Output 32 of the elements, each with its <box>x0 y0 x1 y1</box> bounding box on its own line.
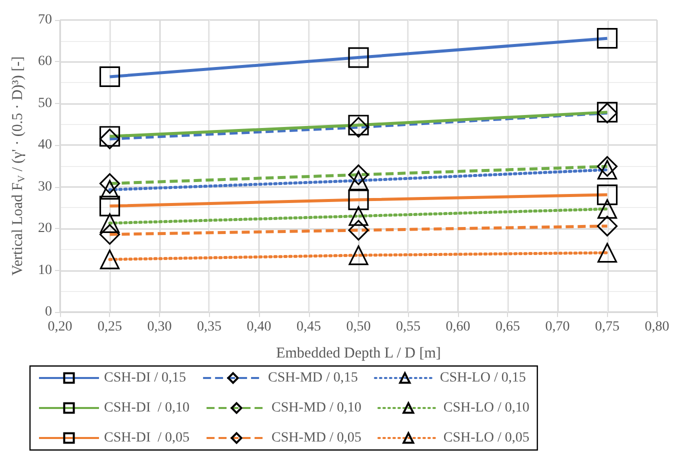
x-tick-label: 0,65 <box>496 320 520 334</box>
x-tick-label: 0,40 <box>246 320 272 334</box>
legend-label: CSH-MD / 0,05 <box>272 430 362 446</box>
x-tick-label: 0,60 <box>446 320 470 334</box>
y-tick-label: 50 <box>38 96 52 111</box>
y-tick-label: 20 <box>38 221 52 236</box>
y-tick-label: 60 <box>38 54 52 70</box>
legend-label: CSH-DI / 0,05 <box>104 430 190 446</box>
y-tick-label: 30 <box>38 179 52 194</box>
y-tick-label: 0 <box>45 304 52 320</box>
x-tick-label: 0,55 <box>396 320 420 334</box>
y-axis-title: Vertical Load FV / (γ' · (0.5 · D)³) [-] <box>10 56 28 276</box>
x-tick-label: 0,30 <box>147 320 172 334</box>
legend-label: CSH-LO / 0,05 <box>443 430 530 446</box>
y-tick-label: 40 <box>38 138 52 153</box>
legend-label: CSH-LO / 0,10 <box>443 400 530 416</box>
legend-label: CSH-MD / 0,10 <box>272 400 362 416</box>
x-tick-label: 0,45 <box>296 320 321 334</box>
x-tick-label: 0,50 <box>346 320 371 334</box>
x-tick-label: 0,35 <box>197 320 222 334</box>
y-tick-label: 10 <box>38 262 52 278</box>
x-tick-label: 0,75 <box>595 320 620 334</box>
x-tick-label: 0,80 <box>644 320 670 334</box>
legend-label: CSH-LO / 0,15 <box>440 370 526 386</box>
x-axis-title: Embedded Depth L / D [m] <box>276 346 441 362</box>
x-tick-label: 0,20 <box>48 320 72 334</box>
legend-label: CSH-DI / 0,10 <box>104 400 190 416</box>
legend-label: CSH-DI / 0,15 <box>104 370 186 386</box>
y-tick-label: 70 <box>38 12 52 28</box>
legend-label: CSH-MD / 0,15 <box>268 370 358 386</box>
x-tick-label: 0,70 <box>545 320 570 334</box>
x-tick-label: 0,25 <box>98 320 122 334</box>
